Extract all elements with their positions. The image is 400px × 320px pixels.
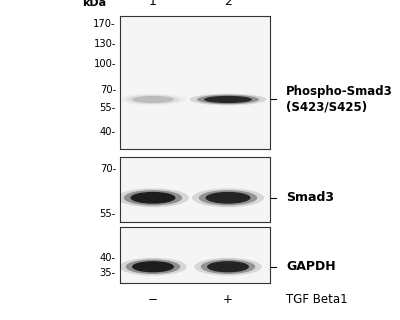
Ellipse shape <box>201 260 255 274</box>
Text: 70-: 70- <box>100 85 116 95</box>
Text: 40-: 40- <box>100 127 116 137</box>
Text: 40-: 40- <box>100 253 116 263</box>
Text: 70-: 70- <box>100 164 116 174</box>
Text: 35-: 35- <box>100 268 116 278</box>
Ellipse shape <box>124 190 182 205</box>
Ellipse shape <box>132 96 174 103</box>
Ellipse shape <box>126 260 180 274</box>
Ellipse shape <box>117 188 189 207</box>
Ellipse shape <box>190 94 266 105</box>
Ellipse shape <box>120 258 186 276</box>
Ellipse shape <box>132 261 174 272</box>
Text: Smad3: Smad3 <box>286 191 334 204</box>
Ellipse shape <box>120 94 186 105</box>
Text: 55-: 55- <box>100 209 116 219</box>
Ellipse shape <box>199 190 257 205</box>
Ellipse shape <box>206 192 250 204</box>
Ellipse shape <box>207 261 249 272</box>
Text: 2: 2 <box>224 0 232 8</box>
Ellipse shape <box>204 96 252 103</box>
Ellipse shape <box>197 95 259 104</box>
Text: kDa: kDa <box>82 0 106 8</box>
Text: 170-: 170- <box>93 19 116 29</box>
Ellipse shape <box>130 192 176 204</box>
Ellipse shape <box>192 188 264 207</box>
Text: 130-: 130- <box>94 39 116 49</box>
Text: TGF Beta1: TGF Beta1 <box>286 293 348 306</box>
Text: GAPDH: GAPDH <box>286 260 336 273</box>
Text: 1: 1 <box>149 0 157 8</box>
Ellipse shape <box>194 258 262 276</box>
Text: Phospho-Smad3
(S423/S425): Phospho-Smad3 (S423/S425) <box>286 85 393 114</box>
Text: 55-: 55- <box>100 103 116 113</box>
Text: +: + <box>223 293 233 306</box>
Text: −: − <box>148 293 158 306</box>
Ellipse shape <box>126 95 180 104</box>
Text: 100-: 100- <box>94 59 116 69</box>
